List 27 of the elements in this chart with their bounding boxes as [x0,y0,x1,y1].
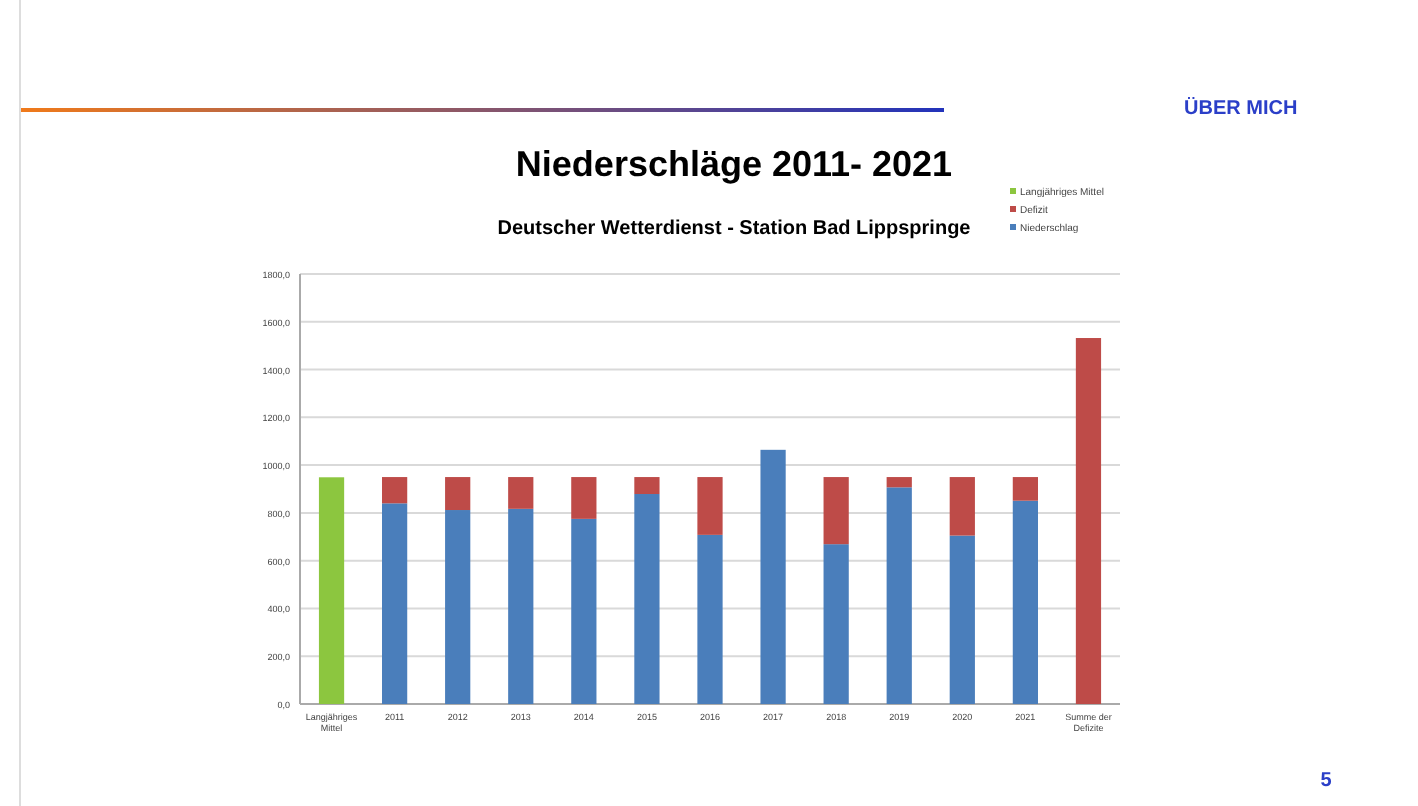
bar [1012,500,1038,704]
bar [508,508,534,704]
bar [571,477,597,519]
bar [318,477,345,704]
bar [1012,477,1038,501]
bar [886,477,912,488]
bar [445,477,471,511]
bar [886,487,912,704]
bar [823,477,849,545]
bar [823,544,849,704]
bar [697,534,723,704]
bar [445,510,471,704]
text: ÜBER MICH [1184,96,1298,120]
bar [571,518,597,704]
chart-title: Niederschläge 2011- 2021 [515,144,953,184]
bar [634,494,660,704]
bar [382,503,408,704]
bar [949,477,975,536]
bar [1075,338,1102,704]
chart-subtitle: Deutscher Wetterdienst - Station Bad Lippspringe [497,218,972,240]
bar [634,477,660,495]
bar [697,477,723,535]
bar [949,535,975,704]
bar [760,449,786,704]
bar [508,477,534,509]
text: 5 [1320,770,1333,792]
bar [382,477,408,504]
